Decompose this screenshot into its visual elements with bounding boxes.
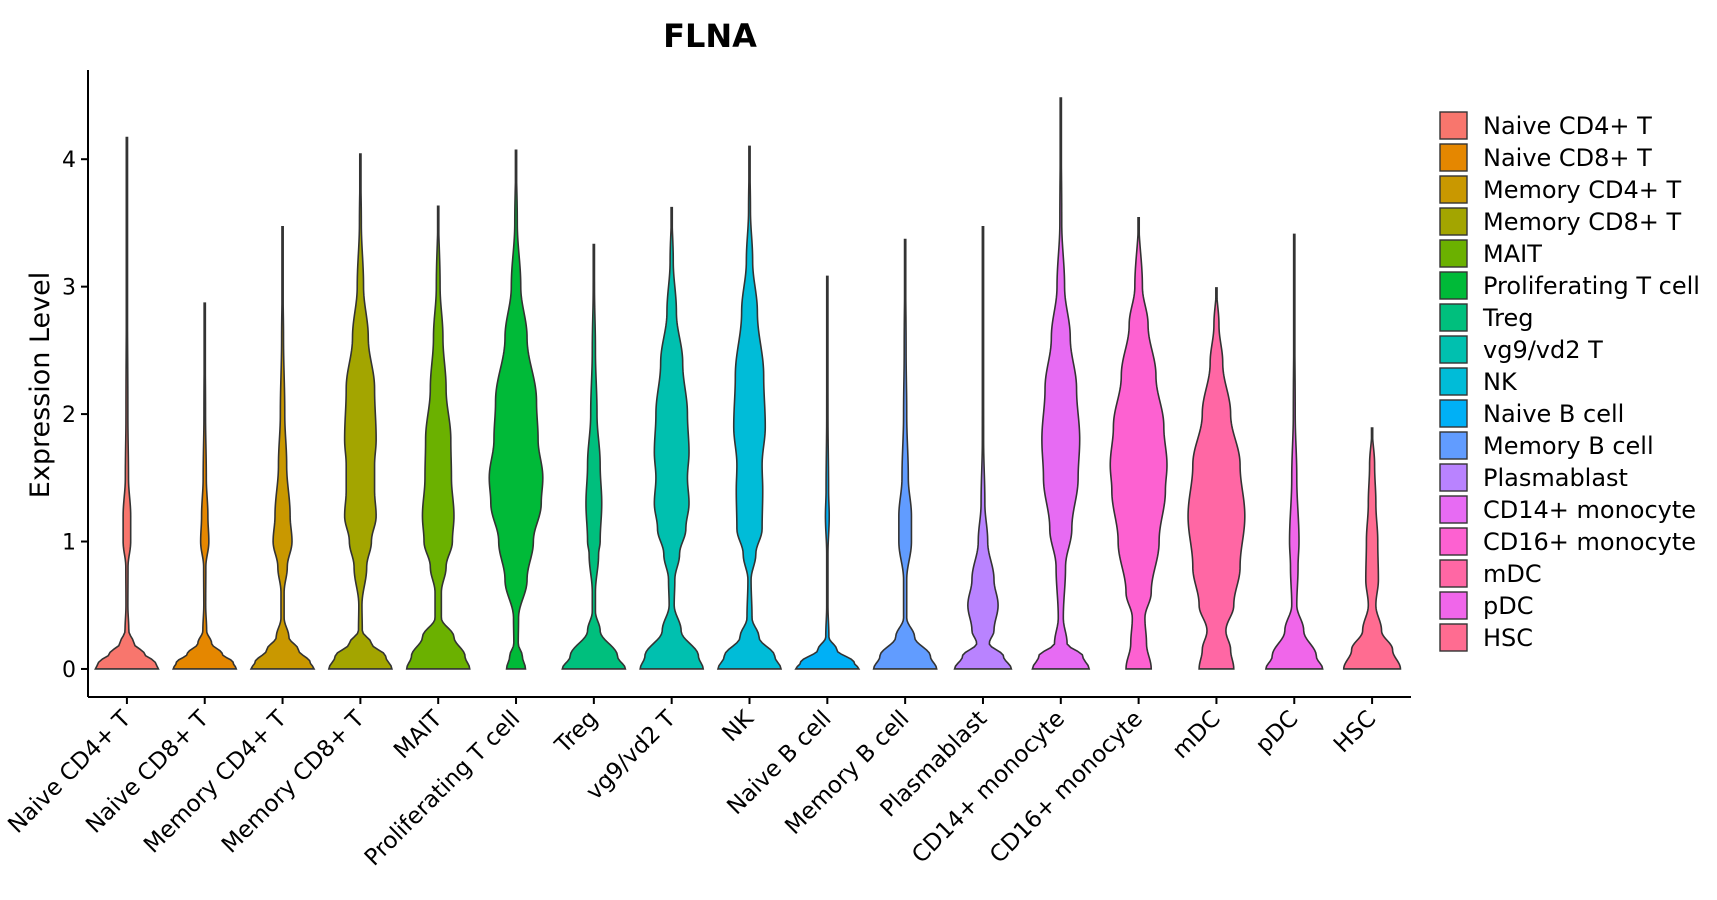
y-tick-label: 3 (62, 276, 76, 301)
legend-label: pDC (1483, 592, 1533, 620)
legend-swatch (1439, 175, 1468, 204)
legend-label: Treg (1482, 304, 1533, 332)
x-tick-label: Proliferating T cell (360, 706, 525, 871)
legend-swatch (1439, 623, 1468, 652)
legend-label: Memory CD4+ T (1483, 176, 1681, 204)
y-tick-label: 2 (62, 403, 76, 428)
violin-naive-b-cell (794, 275, 861, 670)
legend-label: Naive CD4+ T (1483, 112, 1652, 140)
y-tick-label: 1 (62, 531, 76, 556)
violin-treg (561, 243, 627, 670)
legend-swatch (1439, 527, 1468, 556)
x-tick-label: Memory CD8+ T (217, 705, 370, 858)
legend-label: vg9/vd2 T (1483, 336, 1603, 364)
violin-mait (405, 205, 471, 670)
violin-naive-cd8-t (172, 302, 238, 670)
legend-swatch (1439, 431, 1468, 460)
x-tick-label: CD14+ monocyte (907, 706, 1070, 869)
legend-swatch (1439, 559, 1468, 588)
violin-cd14-monocyte (1031, 97, 1091, 670)
legend-label: Memory B cell (1483, 432, 1654, 460)
legend-swatch (1439, 271, 1468, 300)
legend-label: mDC (1483, 560, 1542, 588)
legend-swatch (1439, 111, 1468, 140)
violin-pdc (1264, 233, 1324, 670)
legend-swatch (1439, 335, 1468, 364)
violin-mdc (1187, 287, 1246, 670)
x-tick-label: Memory CD4+ T (139, 705, 292, 858)
x-tick-label: pDC (1251, 706, 1304, 759)
legend-label: HSC (1483, 624, 1533, 652)
y-tick-label: 0 (62, 658, 76, 683)
x-tick-label: MAIT (389, 705, 448, 764)
legend-label: MAIT (1483, 240, 1542, 268)
chart-title: FLNA (663, 17, 757, 55)
legend-label: NK (1483, 368, 1518, 396)
y-axis-label: Expression Level (25, 272, 56, 498)
violin-memory-cd8-t (327, 153, 393, 670)
x-tick-label: NK (718, 705, 760, 747)
legend-label: Proliferating T cell (1483, 272, 1700, 300)
violin-vg9-vd2-t (639, 206, 705, 670)
legend-label: Memory CD8+ T (1483, 208, 1681, 236)
x-tick-label: Treg (550, 706, 603, 759)
y-axis-ticks: 0 1 2 3 4 (62, 148, 88, 683)
legend: Naive CD4+ T Naive CD8+ T Memory CD4+ T Mem… (1439, 111, 1700, 652)
violin-nk (716, 145, 783, 670)
x-tick-label: CD16+ monocyte (985, 706, 1148, 869)
legend-swatch (1439, 303, 1468, 332)
legend-swatch (1439, 495, 1468, 524)
plot-area (94, 97, 1402, 670)
y-tick-label: 4 (62, 148, 76, 173)
legend-swatch (1439, 591, 1468, 620)
legend-label: CD14+ monocyte (1483, 496, 1696, 524)
legend-swatch (1439, 143, 1468, 172)
legend-label: Naive B cell (1483, 400, 1624, 428)
violin-plasmablast (953, 225, 1013, 670)
legend-swatch (1439, 367, 1468, 396)
violin-hsc (1342, 427, 1402, 670)
x-tick-label: mDC (1168, 706, 1226, 764)
legend-swatch (1439, 463, 1468, 492)
violin-memory-cd4-t (249, 225, 316, 670)
violin-naive-cd4-t (94, 136, 160, 670)
violin-memory-b-cell (872, 238, 938, 670)
legend-label: CD16+ monocyte (1483, 528, 1696, 556)
violin-proliferating-t-cell (488, 149, 544, 670)
violin-cd16-monocyte (1109, 217, 1168, 670)
x-tick-label: HSC (1329, 706, 1381, 758)
legend-swatch (1439, 207, 1468, 236)
legend-swatch (1439, 399, 1468, 428)
legend-label: Plasmablast (1483, 464, 1628, 492)
legend-label: Naive CD8+ T (1483, 144, 1652, 172)
legend-swatch (1439, 239, 1468, 268)
